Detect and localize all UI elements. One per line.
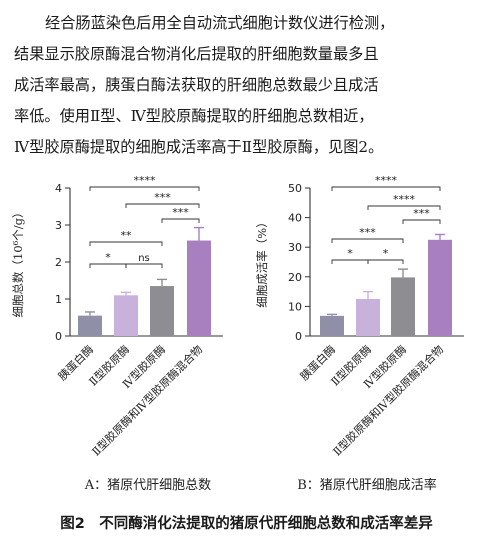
chart-a-bar [114,295,138,336]
chart-a-bar [78,315,102,336]
chart-b-significance-label: * [347,247,353,260]
chart-a-tick-label: 1 [55,293,62,306]
chart-a-tick-label: 0 [55,330,62,343]
chart-b-significance-label: **** [393,193,416,206]
chart-b-bar [428,239,452,336]
chart-b-bar [320,315,344,336]
paragraph-line-3: 成活率最高，胰蛋白酶法获取的肝细胞总数最少且成活 [14,76,379,94]
chart-a-tick-label: 4 [55,182,62,195]
chart-a-y-axis-label: 细胞总数（10⁶个/g） [11,207,25,318]
chart-a-significance-bracket [89,241,163,246]
chart-a-significance-bracket [89,263,127,268]
chart-a-bar [187,240,211,336]
paragraph-line-5: Ⅳ型胶原酶提取的细胞成活率高于Ⅱ型胶原酶，见图2。 [14,138,384,156]
chart-b-significance-label: *** [359,226,376,239]
chart-b-y-axis-label: 细胞成活率（%） [255,216,269,307]
chart-b-significance-bracket [331,238,404,243]
paragraph-line-1: 经合肠蓝染色后用全自动流式细胞计数仪进行检测， [45,14,395,32]
chart-b-significance-label: *** [413,207,430,220]
chart-b-significance-label: **** [375,174,398,187]
paragraph-line-4: 率低。使用Ⅱ型、Ⅳ型胶原酶提取的肝细胞总数相近， [14,107,374,125]
chart-b-tick-label: 10 [288,300,302,313]
chart-b-significance-bracket [331,259,369,264]
chart-b-tick-label: 30 [288,241,302,254]
chart-b-panel-label: B：猪原代肝细胞成活率 [297,477,437,493]
chart-a-tick-label: 3 [55,219,62,232]
paragraph-line-2: 结果显示胶原酶混合物消化后提取的肝细胞数量最多且 [14,45,379,63]
chart-b-significance-bracket [402,219,441,224]
chart-b-tick-label: 20 [288,271,302,284]
body-paragraph: 经合肠蓝染色后用全自动流式细胞计数仪进行检测， 结果显示胶原酶混合物消化后提取的… [14,8,484,163]
chart-a-significance-bracket [89,186,200,191]
chart-b-significance-bracket [367,259,404,264]
chart-a-significance-bracket [161,218,200,223]
chart-b-tick-label: 40 [288,212,302,225]
chart-a-significance-label: *** [154,191,171,204]
chart-a-significance-label: ns [138,253,150,264]
chart-a-significance-label: *** [172,206,189,219]
chart-b-tick-label: 0 [295,330,302,343]
chart-b-significance-bracket [331,186,441,191]
chart-b-significance-bracket [367,205,441,210]
chart-a-significance-label: ** [121,229,133,242]
chart-a-significance-bracket [125,203,200,208]
chart-a-tick-label: 2 [55,256,62,269]
figure-caption: 图2 不同酶消化法提取的猪原代肝细胞总数和成活率差异 [60,516,433,532]
chart-a-bar [150,286,174,336]
chart-a-significance-bracket [125,263,163,268]
chart-b-bar [391,277,415,336]
chart-b-bar [356,299,380,336]
chart-a-panel-label: A：猪原代肝细胞总数 [84,478,211,493]
chart-a-significance-label: * [105,251,111,264]
chart-b-tick-label: 50 [288,182,302,195]
chart-b-significance-label: * [383,247,389,260]
chart-a-significance-label: **** [134,174,157,187]
